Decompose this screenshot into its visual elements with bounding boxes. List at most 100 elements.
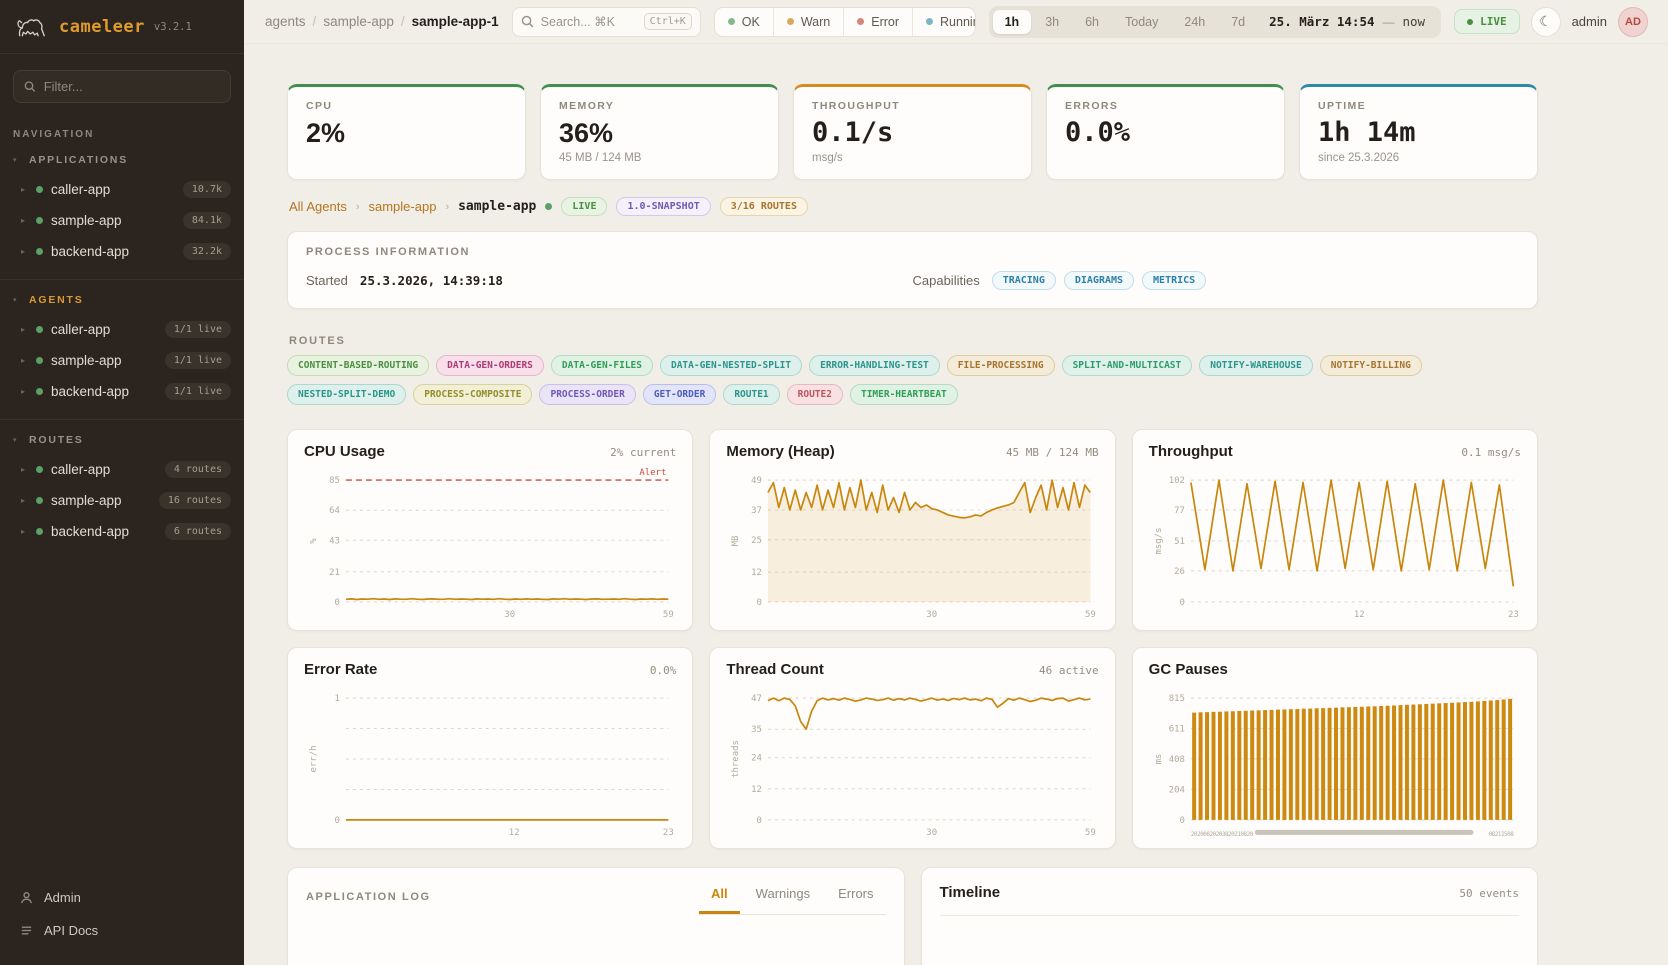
agent-link-sample-app[interactable]: sample-app bbox=[368, 199, 437, 215]
metric-value: 0.0% bbox=[1065, 117, 1131, 148]
route-chip-route2[interactable]: ROUTE2 bbox=[786, 384, 843, 406]
chevron-right-icon: ▸ bbox=[21, 465, 26, 474]
search-icon bbox=[521, 15, 534, 28]
breadcrumb-sample-app[interactable]: sample-app bbox=[323, 14, 394, 29]
route-chip-data-gen-orders[interactable]: DATA-GEN-ORDERS bbox=[436, 355, 544, 377]
chart-card-error: Error Rate 0.0% 1 0 err/h 12 23 bbox=[287, 647, 694, 850]
sidebar-item-agents-caller-app[interactable]: ▸ caller-app 1/1 live bbox=[0, 314, 244, 345]
sidebar-section-header-routes[interactable]: ▾ ROUTES bbox=[0, 430, 244, 454]
chart-current-value: 46 active bbox=[1039, 664, 1099, 678]
status-dot-icon bbox=[36, 528, 43, 535]
search[interactable]: Ctrl+K bbox=[511, 6, 701, 37]
route-chip-content-based-routing[interactable]: CONTENT-BASED-ROUTING bbox=[287, 355, 430, 377]
svg-text:08211508: 08211508 bbox=[1488, 831, 1514, 838]
log-tab-all[interactable]: All bbox=[699, 882, 740, 915]
svg-text:611: 611 bbox=[1168, 725, 1184, 735]
agent-badge-3-16-routes: 3/16 ROUTES bbox=[719, 197, 808, 217]
time-range-24h[interactable]: 24h bbox=[1172, 10, 1217, 34]
metric-label: MEMORY bbox=[559, 100, 615, 112]
footer-item-admin[interactable]: Admin bbox=[13, 883, 231, 912]
status-dot-icon bbox=[786, 18, 794, 25]
sidebar-item-routes-backend-app[interactable]: ▸ backend-app 6 routes bbox=[0, 516, 244, 547]
app-name: cameleer bbox=[59, 17, 145, 37]
route-chip-route1[interactable]: ROUTE1 bbox=[723, 384, 780, 406]
route-chip-nested-split-demo[interactable]: NESTED-SPLIT-DEMO bbox=[287, 384, 407, 406]
sidebar-item-agents-backend-app[interactable]: ▸ backend-app 1/1 live bbox=[0, 376, 244, 407]
time-range-today[interactable]: Today bbox=[1113, 10, 1170, 34]
svg-text:0: 0 bbox=[335, 816, 340, 826]
breadcrumb-separator: / bbox=[400, 14, 405, 29]
filter-input[interactable] bbox=[43, 79, 220, 94]
sidebar-spacer bbox=[0, 555, 244, 873]
route-chip-split-and-multicast[interactable]: SPLIT-AND-MULTICAST bbox=[1061, 355, 1193, 377]
time-range-6h[interactable]: 6h bbox=[1073, 10, 1111, 34]
metric-value: 1h 14m bbox=[1318, 117, 1416, 148]
status-filter-running[interactable]: Running bbox=[912, 7, 975, 36]
chart-header-memory: Memory (Heap) 45 MB / 124 MB bbox=[726, 443, 1098, 460]
theme-toggle-button[interactable]: ☾ bbox=[1530, 6, 1561, 37]
breadcrumb-agents[interactable]: agents bbox=[265, 14, 306, 29]
svg-text:49: 49 bbox=[751, 476, 762, 486]
agent-current: sample-app bbox=[458, 199, 537, 215]
route-chip-error-handling-test[interactable]: ERROR-HANDLING-TEST bbox=[809, 355, 940, 377]
chart-plot-memory: 49 37 25 12 0 MB 30 59 bbox=[731, 476, 1096, 620]
route-chip-notify-warehouse[interactable]: NOTIFY-WAREHOUSE bbox=[1199, 355, 1313, 377]
log-header: APPLICATION LOG All Warnings Errors bbox=[306, 882, 886, 916]
search-shortcut: Ctrl+K bbox=[643, 13, 692, 30]
svg-text:12: 12 bbox=[509, 828, 520, 838]
sidebar-item-label: backend-app bbox=[51, 384, 130, 399]
sidebar-section-header-agents[interactable]: ▾ AGENTS bbox=[0, 290, 244, 314]
route-chip-data-gen-nested-split[interactable]: DATA-GEN-NESTED-SPLIT bbox=[659, 355, 803, 377]
capabilities-label: Capabilities bbox=[912, 273, 980, 289]
chart-plot-throughput: 102 77 51 26 0 msg/s 12 23 bbox=[1154, 476, 1519, 620]
sidebar-item-agents-sample-app[interactable]: ▸ sample-app 1/1 live bbox=[0, 345, 244, 376]
capability-badge-metrics: METRICS bbox=[1142, 271, 1207, 291]
footer-item-api-docs[interactable]: API Docs bbox=[13, 916, 231, 945]
route-chip-data-gen-files[interactable]: DATA-GEN-FILES bbox=[550, 355, 653, 377]
sidebar-item-label: sample-app bbox=[51, 353, 122, 368]
sidebar-item-routes-caller-app[interactable]: ▸ caller-app 4 routes bbox=[0, 454, 244, 485]
route-chip-notify-billing[interactable]: NOTIFY-BILLING bbox=[1319, 355, 1422, 377]
status-dot-icon bbox=[36, 357, 43, 364]
sidebar-item-routes-sample-app[interactable]: ▸ sample-app 16 routes bbox=[0, 485, 244, 516]
route-chip-file-processing[interactable]: FILE-PROCESSING bbox=[946, 355, 1055, 377]
chart-plot-threads: 47 35 24 12 0 threads 30 59 bbox=[731, 694, 1096, 838]
sidebar-item-applications-backend-app[interactable]: ▸ backend-app 32.2k bbox=[0, 236, 244, 267]
sidebar-item-label: caller-app bbox=[51, 322, 111, 337]
status-dot-icon bbox=[36, 497, 43, 504]
timeline-header: Timeline 50 events bbox=[939, 884, 1519, 917]
sidebar-item-badge: 6 routes bbox=[164, 523, 231, 540]
route-chip-process-composite[interactable]: PROCESS-COMPOSITE bbox=[413, 384, 533, 406]
sidebar-item-applications-caller-app[interactable]: ▸ caller-app 10.7k bbox=[0, 174, 244, 205]
sidebar-item-badge: 16 routes bbox=[158, 492, 231, 509]
time-range-3h[interactable]: 3h bbox=[1033, 10, 1071, 34]
chart-header-throughput: Throughput 0.1 msg/s bbox=[1149, 443, 1521, 460]
status-filter-label: Error bbox=[871, 14, 900, 29]
section-label: ROUTES bbox=[29, 434, 84, 446]
route-chips: CONTENT-BASED-ROUTING DATA-GEN-ORDERS DATA… bbox=[287, 355, 1538, 406]
live-badge: LIVE bbox=[1454, 9, 1520, 34]
avatar[interactable]: AD bbox=[1618, 6, 1648, 37]
content: CPU 2% MEMORY 36% 45 MB / 124 MB THROUGHPUT 0.… bbox=[244, 44, 1668, 965]
sidebar-item-applications-sample-app[interactable]: ▸ sample-app 84.1k bbox=[0, 205, 244, 236]
agent-link-all-agents[interactable]: All Agents bbox=[289, 199, 347, 215]
status-dot-icon bbox=[926, 18, 934, 25]
sidebar-item-badge: 1/1 live bbox=[164, 321, 231, 338]
time-range-7d[interactable]: 7d bbox=[1219, 10, 1257, 34]
metric-value: 2% bbox=[306, 118, 346, 148]
log-tab-warnings[interactable]: Warnings bbox=[755, 886, 811, 902]
chevron-right-icon: ▸ bbox=[21, 527, 26, 536]
route-chip-process-order[interactable]: PROCESS-ORDER bbox=[539, 384, 636, 406]
process-info-card: PROCESS INFORMATION Started 25.3.2026, 1… bbox=[287, 231, 1538, 310]
time-range-1h[interactable]: 1h bbox=[992, 9, 1032, 34]
live-label: LIVE bbox=[1480, 15, 1507, 28]
sidebar-section-header-applications[interactable]: ▾ APPLICATIONS bbox=[0, 150, 244, 174]
svg-text:59: 59 bbox=[663, 610, 674, 620]
status-filter-ok[interactable]: OK bbox=[715, 8, 773, 36]
status-filter-warn[interactable]: Warn bbox=[772, 7, 843, 36]
log-tab-errors[interactable]: Errors bbox=[838, 886, 874, 902]
status-filter-error[interactable]: Error bbox=[843, 7, 912, 36]
search-input[interactable] bbox=[540, 14, 637, 29]
route-chip-timer-heartbeat[interactable]: TIMER-HEARTBEAT bbox=[849, 384, 958, 406]
route-chip-get-order[interactable]: GET-ORDER bbox=[642, 384, 717, 406]
